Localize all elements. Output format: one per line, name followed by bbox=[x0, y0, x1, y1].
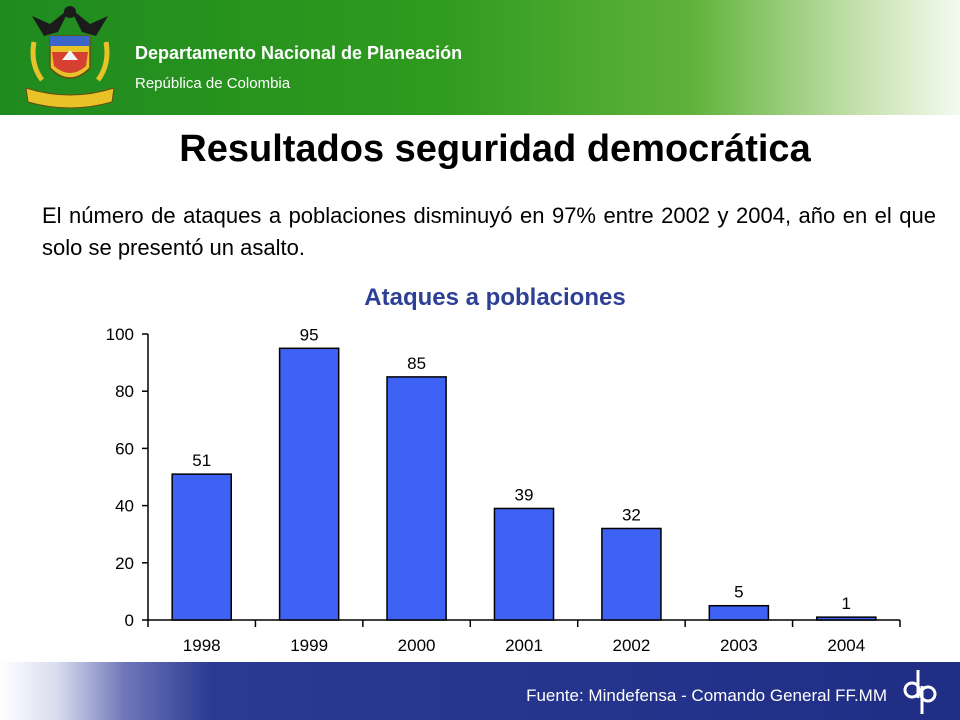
data-label: 95 bbox=[300, 325, 319, 344]
y-tick-label: 0 bbox=[125, 611, 134, 630]
x-tick-label: 2001 bbox=[505, 636, 543, 655]
coat-of-arms-icon bbox=[25, 6, 115, 109]
data-label: 85 bbox=[407, 354, 426, 373]
organization-subtitle: República de Colombia bbox=[135, 75, 291, 92]
bar bbox=[171, 473, 233, 621]
x-tick-label: 1999 bbox=[290, 636, 328, 655]
data-label: 39 bbox=[515, 485, 534, 504]
description-text: El número de ataques a poblaciones dismi… bbox=[42, 203, 936, 260]
y-tick-label: 40 bbox=[115, 497, 134, 516]
data-label: 5 bbox=[734, 583, 743, 602]
page-title: Resultados seguridad democrática bbox=[179, 128, 811, 170]
y-tick-label: 80 bbox=[115, 382, 134, 401]
x-tick-label: 1998 bbox=[183, 636, 221, 655]
bar bbox=[708, 604, 770, 621]
x-tick-label: 2003 bbox=[720, 636, 758, 655]
y-tick-label: 20 bbox=[115, 554, 134, 573]
chart-title: Ataques a poblaciones bbox=[364, 284, 626, 311]
bar bbox=[386, 376, 447, 621]
bar bbox=[601, 527, 662, 621]
y-tick-label: 100 bbox=[106, 325, 134, 344]
bar bbox=[493, 507, 555, 621]
y-tick-label: 60 bbox=[115, 439, 134, 458]
data-label: 32 bbox=[622, 505, 641, 524]
organization-name: Departamento Nacional de Planeación bbox=[135, 43, 463, 63]
x-tick-label: 2000 bbox=[398, 636, 436, 655]
bar bbox=[278, 347, 340, 621]
header-bar: Departamento Nacional de Planeación Repú… bbox=[0, 0, 960, 115]
x-tick-label: 2002 bbox=[613, 636, 651, 655]
x-tick-label: 2004 bbox=[827, 636, 865, 655]
source-note: Fuente: Mindefensa - Comando General FF.… bbox=[526, 686, 887, 705]
data-label: 51 bbox=[192, 451, 211, 470]
dnp-logo-icon bbox=[903, 670, 937, 714]
footer-bar bbox=[0, 662, 960, 720]
data-label: 1 bbox=[842, 594, 851, 613]
bar bbox=[815, 616, 877, 621]
